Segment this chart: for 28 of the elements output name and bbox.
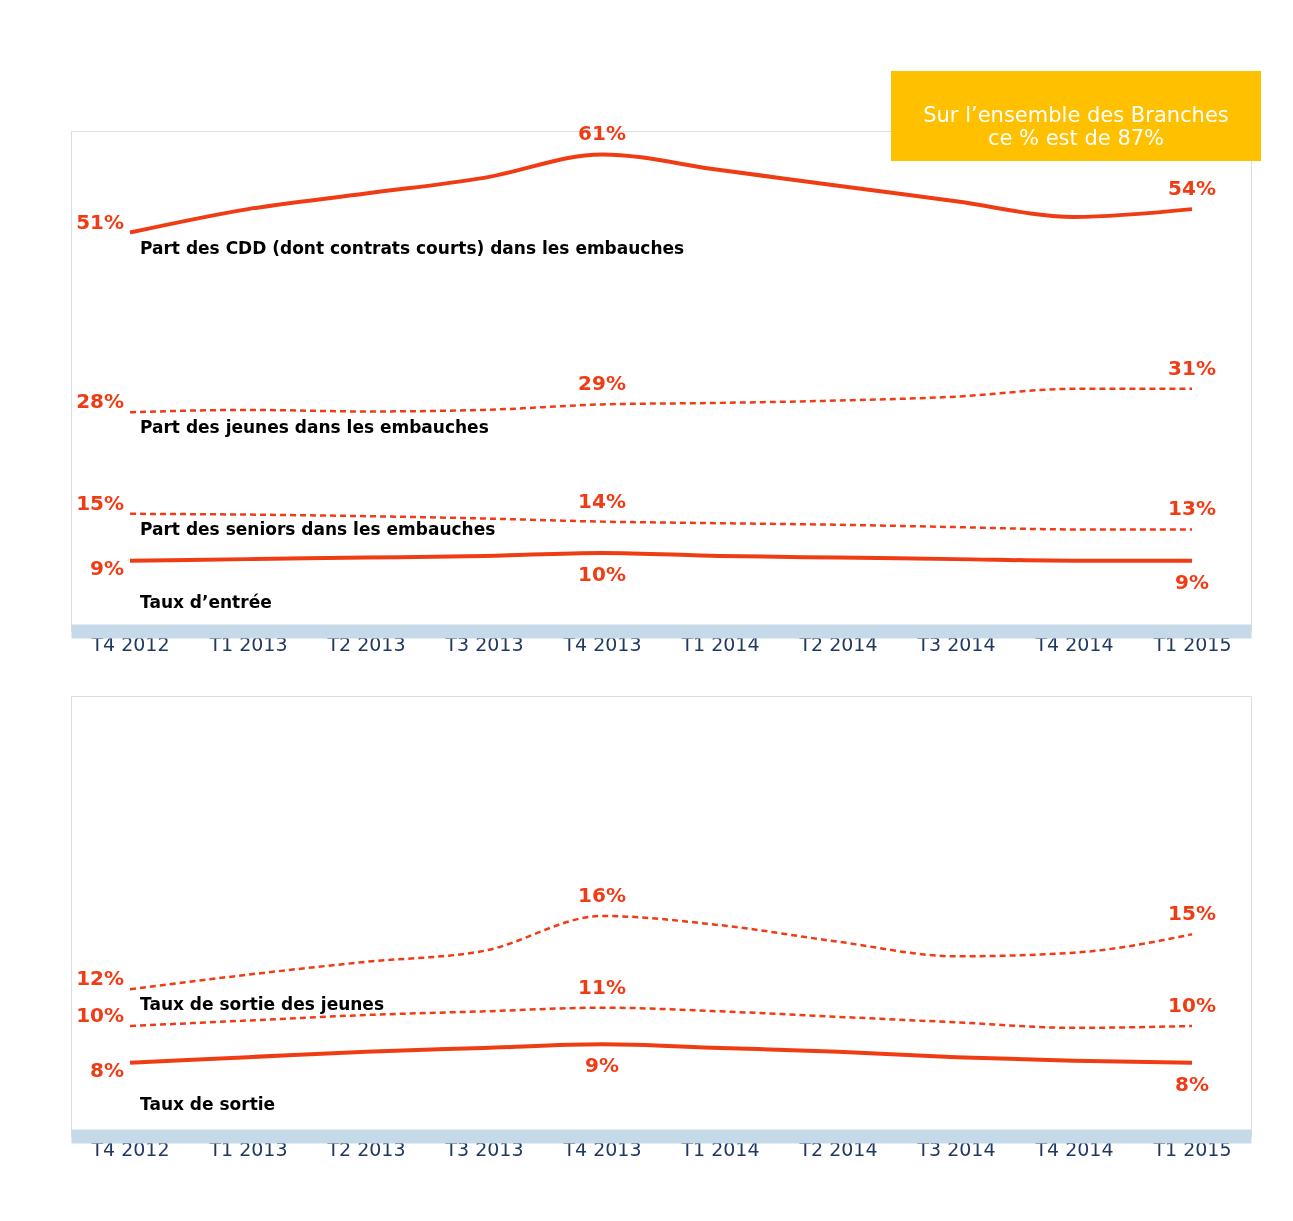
annotation: Sur l’ensemble des Branches ce % est de 87% bbox=[923, 103, 1229, 150]
series-label: Taux d’entrée bbox=[140, 591, 272, 612]
data-label: 9% bbox=[585, 1053, 619, 1078]
data-label: 11% bbox=[578, 974, 626, 999]
data-label: 15% bbox=[1168, 901, 1216, 926]
data-label: 8% bbox=[90, 1057, 124, 1082]
data-label: 14% bbox=[578, 488, 626, 513]
series-label: Part des seniors dans les embauches bbox=[140, 518, 496, 539]
series-label: Part des jeunes dans les embauches bbox=[140, 417, 489, 438]
data-label: 10% bbox=[76, 1003, 124, 1027]
data-label: 51% bbox=[76, 209, 124, 234]
series-label: Taux de sortie bbox=[140, 1093, 276, 1114]
data-label: 29% bbox=[578, 371, 626, 396]
data-label: 28% bbox=[76, 389, 124, 414]
data-label: 9% bbox=[90, 555, 124, 580]
series-label: Taux de sortie des jeunes bbox=[140, 994, 385, 1015]
data-label: 10% bbox=[578, 561, 626, 586]
data-label: 9% bbox=[1175, 569, 1209, 594]
data-label: 13% bbox=[1168, 496, 1216, 521]
data-label: 16% bbox=[578, 883, 626, 907]
data-label: 8% bbox=[1175, 1071, 1209, 1096]
data-label: 10% bbox=[1168, 993, 1216, 1017]
data-label: 54% bbox=[1168, 176, 1216, 201]
data-label: 15% bbox=[76, 490, 124, 515]
data-label: 61% bbox=[578, 121, 626, 146]
data-label: 12% bbox=[76, 966, 124, 991]
series-label: Part des CDD (dont contrats courts) dans les embauches bbox=[140, 237, 685, 258]
data-label: 31% bbox=[1168, 355, 1216, 380]
